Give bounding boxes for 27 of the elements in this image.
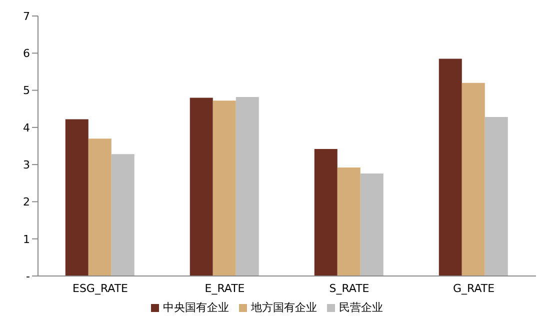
x-tick-label: E_RATE — [204, 282, 245, 295]
bar — [360, 173, 384, 276]
x-tick-label: S_RATE — [329, 282, 370, 295]
bar — [190, 98, 213, 276]
bar — [438, 58, 462, 276]
x-tick-label: G_RATE — [452, 282, 495, 295]
y-tick-label: 7 — [23, 10, 30, 23]
bar — [462, 82, 485, 276]
bar — [88, 138, 112, 276]
x-tick-label: ESG_RATE — [72, 282, 128, 295]
y-tick-label: - — [26, 270, 30, 283]
legend-label: 地方国有企业 — [251, 301, 317, 314]
y-tick-label: 4 — [23, 121, 30, 134]
bar — [484, 117, 508, 276]
bar — [236, 96, 259, 276]
legend-label: 民营企业 — [339, 301, 383, 314]
bar — [212, 100, 236, 276]
bar — [111, 154, 134, 276]
bar — [337, 168, 360, 276]
y-tick-label: 3 — [23, 158, 30, 172]
legend-label: 中央国有企业 — [163, 301, 229, 314]
y-tick-label: 5 — [23, 84, 30, 98]
bar — [314, 148, 338, 276]
y-tick-label: 6 — [23, 47, 30, 60]
bar — [65, 119, 88, 276]
y-tick-label: 1 — [23, 232, 30, 246]
y-tick-label: 2 — [23, 196, 30, 209]
